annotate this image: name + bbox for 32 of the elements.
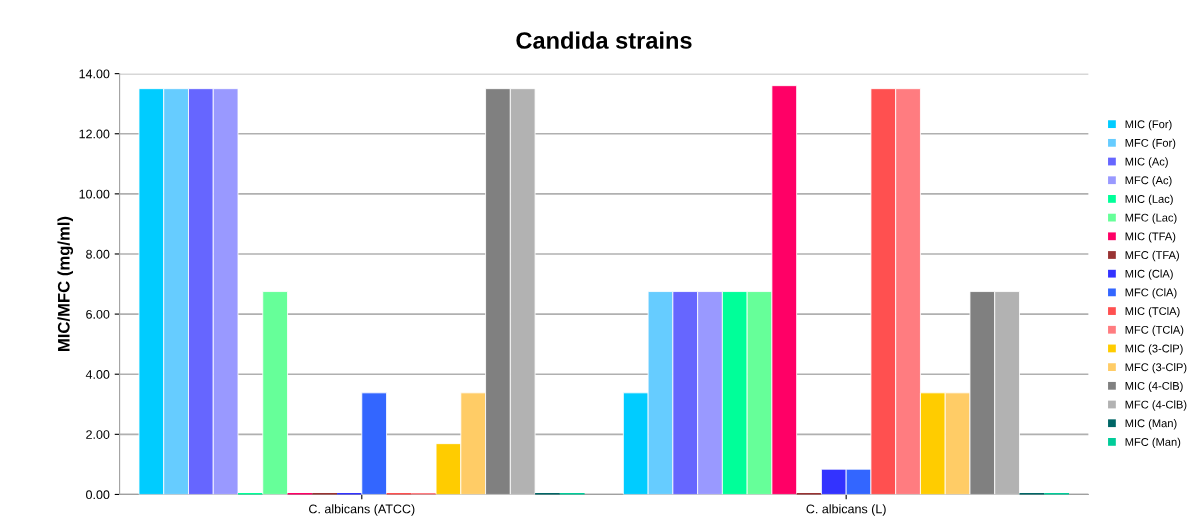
legend-label: MFC (TClA) — [1125, 325, 1184, 336]
legend-label: MFC (Man) — [1125, 437, 1181, 449]
bar — [361, 392, 387, 495]
legend-label: MIC (TFA) — [1125, 232, 1176, 243]
y-tick-label: 8.00 — [86, 249, 110, 259]
y-tick-label: 0.00 — [86, 490, 110, 500]
y-tick-label: 4.00 — [85, 370, 110, 379]
legend-label: MFC (TFA) — [1125, 250, 1179, 262]
legend-label: MIC (4-ClB) — [1125, 381, 1183, 393]
y-tick-label: 6.00 — [86, 309, 110, 319]
legend-label: MIC (ClA) — [1125, 269, 1173, 280]
legend-label: MIC (3-ClP) — [1125, 344, 1183, 355]
y-axis-title: MIC/MFC (mg/ml) — [57, 216, 74, 351]
legend-label: MFC (3-ClP) — [1125, 362, 1187, 374]
legend-label: MIC (Ac) — [1125, 157, 1168, 168]
bar — [262, 291, 288, 495]
legend-label: MFC (Lac) — [1125, 213, 1177, 224]
legend-label: MIC (Lac) — [1125, 194, 1173, 206]
legend-label: MIC (Man) — [1125, 419, 1177, 430]
y-tick-label: 12.00 — [79, 129, 110, 139]
legend-label: MFC (Ac) — [1125, 176, 1172, 187]
legend-label: MFC (For) — [1125, 138, 1176, 150]
x-tick-label: C. albicans (ATCC) — [309, 504, 415, 516]
chart-title: Candida strains — [516, 31, 692, 49]
legend-label: MIC (For) — [1125, 119, 1172, 131]
y-tick-label: 2.00 — [86, 430, 110, 439]
x-tick-label: C. albicans (L) — [806, 504, 886, 516]
legend-label: MIC (TClA) — [1125, 306, 1180, 318]
y-tick-label: 14.00 — [79, 69, 110, 79]
legend-label: MFC (4-ClB) — [1125, 400, 1187, 411]
y-tick-label: 10.00 — [79, 189, 110, 199]
legend-label: MFC (ClA) — [1125, 288, 1177, 299]
